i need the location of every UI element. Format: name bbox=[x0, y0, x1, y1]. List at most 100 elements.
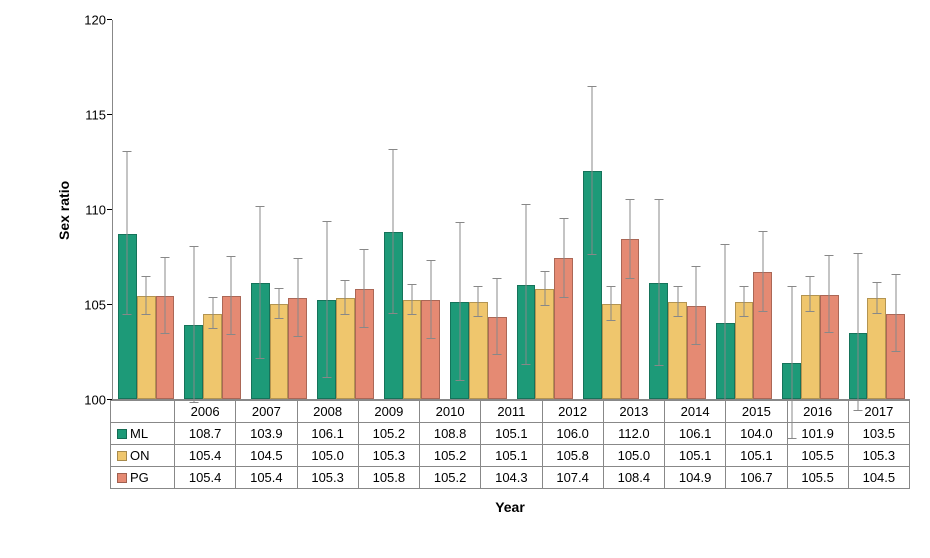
error-cap bbox=[521, 204, 530, 205]
year-group bbox=[246, 20, 312, 399]
table-cell: 112.0 bbox=[603, 423, 664, 445]
error-bar bbox=[193, 247, 194, 403]
error-cap bbox=[721, 244, 730, 245]
table-cell: 105.5 bbox=[787, 467, 848, 489]
error-cap bbox=[740, 286, 749, 287]
table-year-header: 2016 bbox=[787, 401, 848, 423]
error-cap bbox=[426, 338, 435, 339]
error-cap bbox=[360, 249, 369, 250]
bar-wrap bbox=[687, 306, 706, 399]
year-group bbox=[777, 20, 843, 399]
error-cap bbox=[455, 222, 464, 223]
bar-wrap bbox=[820, 295, 839, 400]
year-group bbox=[312, 20, 378, 399]
table-year-header: 2012 bbox=[542, 401, 603, 423]
error-bar bbox=[810, 277, 811, 311]
table-cell: 105.5 bbox=[787, 445, 848, 467]
error-cap bbox=[891, 274, 900, 275]
table-cell: 107.4 bbox=[542, 467, 603, 489]
bars-row bbox=[113, 20, 910, 399]
error-cap bbox=[854, 410, 863, 411]
table-cell: 106.7 bbox=[726, 467, 787, 489]
error-cap bbox=[692, 266, 701, 267]
year-group bbox=[445, 20, 511, 399]
error-cap bbox=[360, 327, 369, 328]
error-bar bbox=[231, 257, 232, 335]
table-cell: 105.1 bbox=[665, 445, 726, 467]
year-group bbox=[179, 20, 245, 399]
table-cell: 105.4 bbox=[236, 467, 297, 489]
table-corner-cell bbox=[111, 401, 175, 423]
bar-wrap bbox=[621, 239, 640, 399]
bar-wrap bbox=[251, 283, 270, 399]
error-cap bbox=[607, 286, 616, 287]
table-cell: 108.7 bbox=[175, 423, 236, 445]
error-cap bbox=[588, 86, 597, 87]
table-cell: 105.0 bbox=[297, 445, 358, 467]
table-cell: 105.3 bbox=[358, 445, 419, 467]
error-cap bbox=[341, 314, 350, 315]
table-year-header: 2015 bbox=[726, 401, 787, 423]
error-cap bbox=[474, 286, 483, 287]
table-cell: 105.8 bbox=[542, 445, 603, 467]
error-cap bbox=[806, 311, 815, 312]
table-cell: 106.0 bbox=[542, 423, 603, 445]
error-cap bbox=[293, 258, 302, 259]
bar-wrap bbox=[782, 363, 801, 399]
error-cap bbox=[474, 316, 483, 317]
bar-wrap bbox=[488, 317, 507, 399]
error-cap bbox=[208, 297, 217, 298]
error-cap bbox=[389, 313, 398, 314]
error-cap bbox=[521, 364, 530, 365]
error-cap bbox=[275, 318, 284, 319]
table-cell: 104.5 bbox=[848, 467, 909, 489]
error-cap bbox=[123, 151, 132, 152]
year-group bbox=[844, 20, 910, 399]
error-bar bbox=[895, 275, 896, 353]
error-cap bbox=[825, 255, 834, 256]
table-cell: 106.1 bbox=[665, 423, 726, 445]
error-bar bbox=[525, 205, 526, 365]
y-tick-label: 100 bbox=[84, 393, 106, 408]
table-year-header: 2006 bbox=[175, 401, 236, 423]
bar-wrap bbox=[203, 314, 222, 400]
table-cell: 103.9 bbox=[236, 423, 297, 445]
error-cap bbox=[407, 284, 416, 285]
bar-wrap bbox=[554, 258, 573, 399]
error-cap bbox=[854, 253, 863, 254]
error-cap bbox=[806, 276, 815, 277]
bar-wrap bbox=[355, 289, 374, 399]
error-bar bbox=[459, 223, 460, 381]
bar-wrap bbox=[137, 296, 156, 399]
error-bar bbox=[544, 272, 545, 306]
table-cell: 105.4 bbox=[175, 445, 236, 467]
error-cap bbox=[189, 402, 198, 403]
error-cap bbox=[740, 316, 749, 317]
table-cell: 101.9 bbox=[787, 423, 848, 445]
error-bar bbox=[127, 152, 128, 315]
table-cell: 108.4 bbox=[603, 467, 664, 489]
error-bar bbox=[297, 259, 298, 337]
error-cap bbox=[673, 316, 682, 317]
error-cap bbox=[275, 288, 284, 289]
error-cap bbox=[341, 280, 350, 281]
error-cap bbox=[256, 358, 265, 359]
bar-wrap bbox=[118, 234, 137, 399]
plot-area: Sex ratio 100105110115120 bbox=[50, 20, 910, 400]
table-cell: 105.2 bbox=[420, 467, 481, 489]
error-cap bbox=[426, 260, 435, 261]
x-axis-label: Year bbox=[110, 499, 910, 515]
y-tick-label: 115 bbox=[85, 108, 106, 123]
bar-wrap bbox=[384, 232, 403, 399]
error-cap bbox=[142, 276, 151, 277]
error-cap bbox=[322, 221, 331, 222]
error-bar bbox=[762, 232, 763, 312]
bar-wrap bbox=[583, 171, 602, 399]
error-cap bbox=[293, 336, 302, 337]
error-cap bbox=[625, 278, 634, 279]
table-cell: 104.5 bbox=[236, 445, 297, 467]
error-bar bbox=[677, 287, 678, 317]
table-cell: 105.0 bbox=[603, 445, 664, 467]
year-group bbox=[379, 20, 445, 399]
table-row: ON105.4104.5105.0105.3105.2105.1105.8105… bbox=[111, 445, 910, 467]
